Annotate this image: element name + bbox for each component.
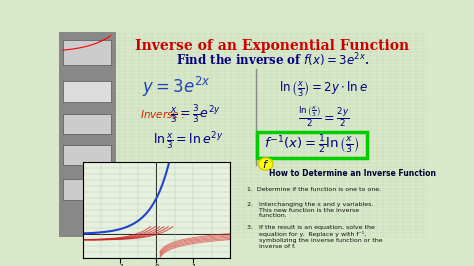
FancyBboxPatch shape — [63, 81, 110, 102]
Text: $f^{-1}(x) = \frac{1}{2}\ln\left(\frac{x}{3}\right)$: $f^{-1}(x) = \frac{1}{2}\ln\left(\frac{x… — [264, 134, 359, 156]
FancyBboxPatch shape — [59, 32, 116, 237]
Text: 3.   If the result is an equation, solve the
      equation for y.  Replace y wi: 3. If the result is an equation, solve t… — [247, 225, 383, 249]
Text: $\frac{\ln\left(\frac{x}{3}\right)}{2} = \frac{2y}{2}$: $\frac{\ln\left(\frac{x}{3}\right)}{2} =… — [298, 104, 349, 129]
Text: Find the inverse of $f(x) = 3e^{2x}$.: Find the inverse of $f(x) = 3e^{2x}$. — [176, 52, 369, 69]
FancyBboxPatch shape — [63, 114, 110, 134]
FancyBboxPatch shape — [63, 179, 110, 200]
Text: How to Determine an Inverse Function: How to Determine an Inverse Function — [269, 169, 437, 178]
Ellipse shape — [258, 158, 273, 170]
Text: $\ln\left(\frac{x}{3}\right) = 2y \cdot \ln e$: $\ln\left(\frac{x}{3}\right) = 2y \cdot … — [279, 79, 368, 98]
Text: 1.  Determine if the function is one to one.: 1. Determine if the function is one to o… — [247, 186, 382, 192]
Text: $\ln\frac{x}{3} = \ln e^{2y}$: $\ln\frac{x}{3} = \ln e^{2y}$ — [153, 131, 223, 152]
Text: $y = 3e^{2x}$: $y = 3e^{2x}$ — [143, 75, 211, 99]
Text: $f$: $f$ — [262, 158, 269, 170]
Text: 2.   Interchanging the x and y variables.
      This new function is the inverse: 2. Interchanging the x and y variables. … — [247, 202, 374, 218]
FancyBboxPatch shape — [63, 145, 110, 165]
Text: $\it{Inverse}:$: $\it{Inverse}:$ — [140, 108, 185, 120]
Text: Inverse of an Exponential Function: Inverse of an Exponential Function — [135, 39, 410, 53]
Text: $\frac{x}{3} = \frac{3}{3}e^{2y}$: $\frac{x}{3} = \frac{3}{3}e^{2y}$ — [170, 103, 220, 125]
FancyBboxPatch shape — [63, 40, 110, 65]
